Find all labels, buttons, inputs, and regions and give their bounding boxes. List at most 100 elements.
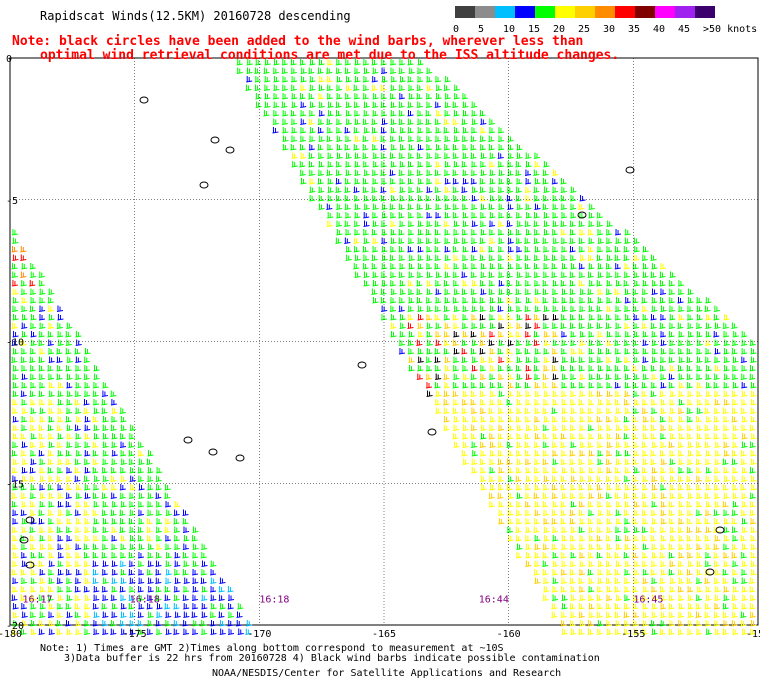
wind-barb [650,314,657,321]
wind-barb [119,560,126,567]
wind-barb [390,118,397,125]
wind-barb [282,135,289,142]
wind-barb [345,152,352,159]
wind-barb [642,356,649,363]
wind-barb [66,628,73,635]
wind-barb [695,577,703,584]
wind-barb [677,280,684,287]
wind-barb [713,416,720,423]
wind-barb [525,356,532,363]
wind-barb [524,305,531,312]
wind-barb [398,203,405,210]
wind-barb [614,339,621,346]
wind-barb [632,407,639,414]
wind-barb [750,526,757,533]
wind-barb [507,373,514,380]
wind-barb [389,203,396,210]
wind-barb [57,552,64,559]
wind-barb [596,628,603,635]
wind-barb [417,220,424,227]
wind-barb [417,127,424,134]
wind-barb [633,314,640,321]
wind-barb [641,518,649,525]
wind-barb [579,331,586,338]
wind-barb [516,271,523,278]
wind-barb [516,220,523,227]
wind-barb [633,356,640,363]
wind-barb [642,433,649,440]
wind-barb [147,611,154,618]
wind-barb [668,620,676,627]
wind-barb [669,492,676,499]
wind-barb [417,348,424,355]
wind-barb [722,543,730,550]
wind-barb [74,424,81,431]
wind-barb [308,93,315,100]
wind-barb [138,577,145,584]
wind-barb [75,569,82,576]
wind-barb [299,110,307,117]
wind-barb [569,416,576,423]
wind-barb [65,577,72,584]
wind-barb [47,365,54,372]
wind-barb [723,339,730,346]
wind-barb [174,560,181,567]
wind-barb [668,552,675,559]
wind-barb [47,458,54,465]
wind-barb [300,178,307,185]
wind-barb [92,526,99,533]
wind-barb [516,152,523,159]
wind-barb [327,212,334,219]
wind-barb [453,331,460,338]
wind-barb [507,169,514,176]
wind-barb [632,322,640,329]
wind-barb [605,594,613,601]
wind-barb [326,67,333,74]
wind-barb [588,450,595,457]
wind-barb [641,297,648,304]
wind-barb [722,331,730,338]
wind-barb [686,399,694,406]
wind-barb [560,433,567,440]
wind-barb [119,433,126,440]
wind-barb [362,152,369,159]
x-tick-label: -160 [497,629,521,640]
wind-barb [326,220,333,227]
wind-barb [345,84,352,91]
wind-barb [732,603,739,610]
wind-barb [569,229,576,236]
wind-barb [588,603,595,610]
wind-barb [102,611,109,618]
wind-barb [344,127,351,134]
wind-barb [731,416,738,423]
wind-barb [542,314,549,321]
wind-barb [534,535,541,542]
wind-barb [668,501,675,508]
wind-barb [660,475,667,482]
wind-barb [687,594,694,601]
wind-barb [524,433,531,440]
wind-barb [101,586,108,593]
wind-barb [750,348,757,355]
wind-barb [605,475,612,482]
wind-barb [695,543,703,550]
wind-barb [120,569,127,576]
wind-barb [632,594,639,601]
wind-barb [497,186,504,193]
wind-barb [515,169,522,176]
wind-barb [56,484,64,491]
wind-barb [641,467,648,474]
wind-barb [569,237,576,244]
wind-barb [353,110,361,117]
wind-barb [471,118,478,125]
time-label: 16:17 [22,594,52,605]
wind-barb [489,237,496,244]
wind-barb [498,339,505,346]
wind-barb [551,365,558,372]
wind-barb [678,390,685,397]
wind-barb [497,356,505,363]
wind-barb [623,586,630,593]
wind-barb [426,212,433,219]
wind-barb [705,322,712,329]
wind-barb [623,475,630,482]
